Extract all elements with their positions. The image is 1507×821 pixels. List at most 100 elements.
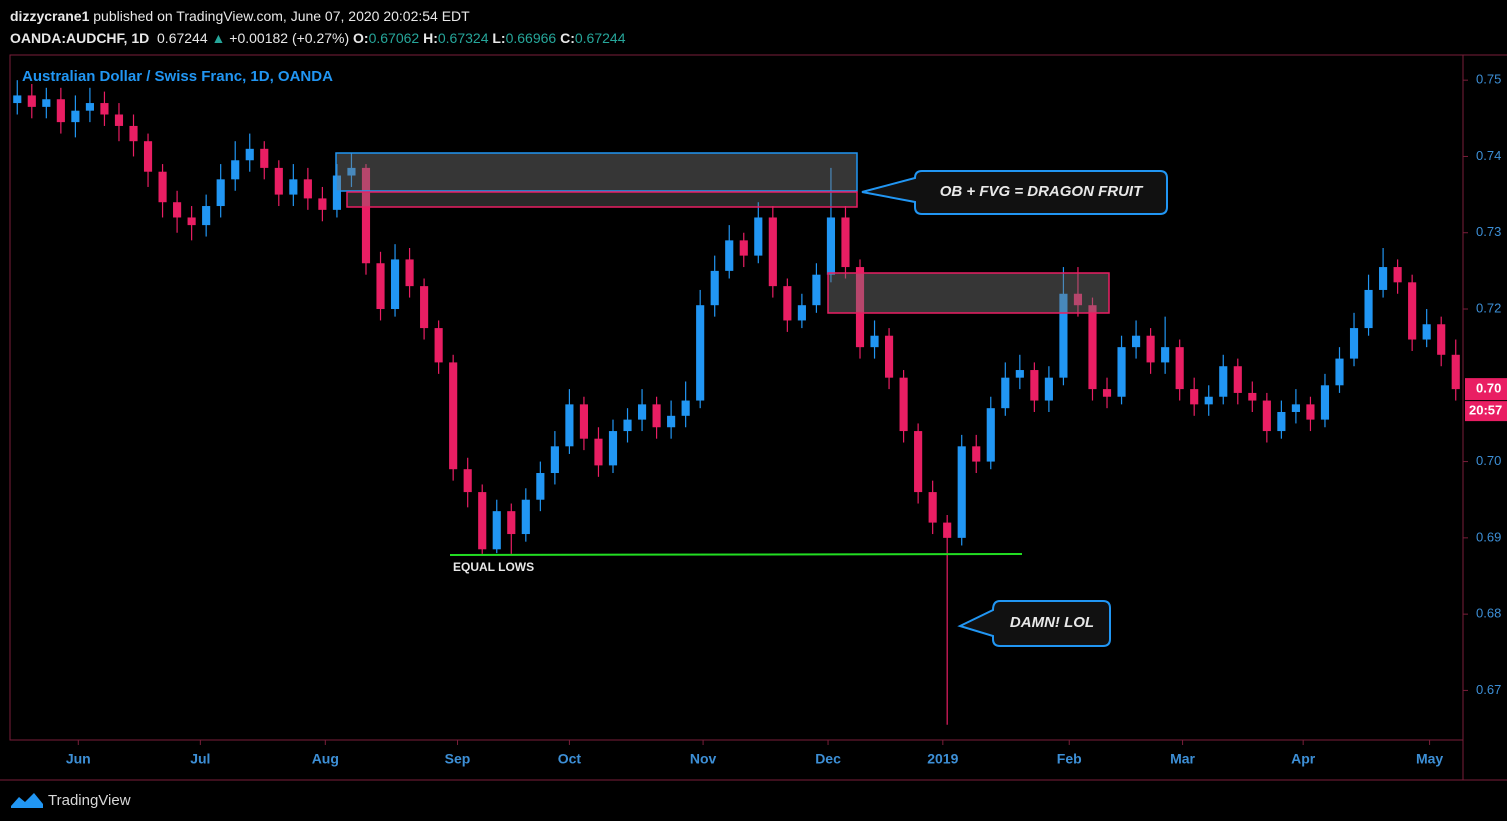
candle-body [667,415,676,428]
candle-body [521,499,530,535]
candle-body [579,404,589,439]
logo [11,793,43,808]
candle-body [274,167,283,195]
candle-body [231,160,240,180]
candle-body [1277,411,1286,432]
candle-body [1059,293,1068,378]
candle-body [1015,370,1024,378]
candle-body [434,328,443,363]
candle-body [216,179,225,207]
y-tick-label: 0.68 [1476,606,1501,621]
x-tick-label: Oct [558,751,582,767]
candle-body [943,522,952,538]
candle-body [1190,389,1199,405]
candle-body [914,431,923,493]
y-tick-label: 0.75 [1476,72,1501,87]
candle-body [507,511,516,535]
candle-body [1379,267,1388,290]
order-block-zone [335,152,858,192]
candle-body [1044,377,1053,401]
candle-body [85,103,94,111]
candle-body [986,408,995,462]
candle-body [1320,385,1330,420]
x-tick-label: Mar [1170,751,1195,767]
x-tick-label: Sep [445,751,471,767]
candle-body [173,202,182,218]
o-label: O: [353,30,369,46]
candle-body [1248,392,1257,401]
candle-body [1306,404,1315,420]
candle-body [1451,354,1460,390]
equal-lows-line [449,553,1023,556]
candle-body [1335,358,1344,386]
h-value: 0.67324 [437,30,489,46]
candle-body [56,99,65,123]
l-label: L: [492,30,506,46]
candle-body [870,335,879,348]
candle-body [1161,347,1170,363]
candle-body [957,446,966,538]
header: dizzycrane1 published on TradingView.com… [10,5,625,49]
candle-body [114,114,124,126]
candle-body [1422,324,1431,340]
candle-body [245,148,254,161]
candle-body [637,404,647,420]
candle-body [1233,366,1242,393]
price-marker-bg [1465,378,1507,401]
candle-body [158,171,167,203]
x-tick-label: May [1416,751,1443,767]
candle-body [1364,289,1373,329]
candle-body [768,217,777,287]
candle-body [202,206,211,226]
candle-body [739,240,748,256]
candle-body [318,198,327,210]
candle-body [1437,324,1446,355]
candle-body [449,362,458,470]
candle-body [899,377,908,432]
x-tick-label: Dec [815,751,841,767]
change: +0.00182 (+0.27%) [229,30,350,46]
fvg-zone [346,191,858,208]
candle-body [1117,347,1126,397]
callout [957,600,1111,647]
x-tick-label: Apr [1291,751,1316,767]
candle-body [550,446,559,474]
header-line-2: OANDA:AUDCHF, 1D 0.67244 ▲ +0.00182 (+0.… [10,27,625,49]
candle-body [361,167,371,264]
y-tick-label: 0.73 [1476,224,1501,239]
y-tick-label: 0.67 [1476,682,1501,697]
price-marker: 0.70 [1476,381,1501,396]
callout-text: DAMN! LOL [1010,614,1094,631]
plot-frame [9,54,1464,741]
candle-body [390,259,400,310]
candle-body [376,263,385,310]
candle-body [1262,400,1271,432]
footer: TradingView [10,790,131,810]
y-tick-label: 0.70 [1476,453,1501,468]
candle-body [478,492,487,550]
y-tick-label: 0.69 [1476,529,1501,544]
h-label: H: [423,30,438,46]
candle-body [71,110,80,123]
candle-body [1073,293,1083,306]
arrow: ▲ [211,30,226,46]
candle-body [1102,389,1112,397]
candles [13,80,1460,725]
candle-body [1408,282,1417,340]
candle-body [841,217,850,268]
candle-body [303,179,312,199]
candle-body [27,95,36,107]
candle-body [420,286,429,329]
candle-body [623,419,632,432]
candle-body [1132,335,1141,348]
candle-body [347,167,356,176]
candle-body [405,259,414,287]
candle-body [332,175,341,210]
candle-body [100,103,109,115]
x-tick-label: Feb [1057,751,1082,767]
candle-body [1088,305,1097,390]
c-value: 0.67244 [574,30,626,46]
chart-title: Australian Dollar / Swiss Franc, 1D, OAN… [22,68,333,85]
